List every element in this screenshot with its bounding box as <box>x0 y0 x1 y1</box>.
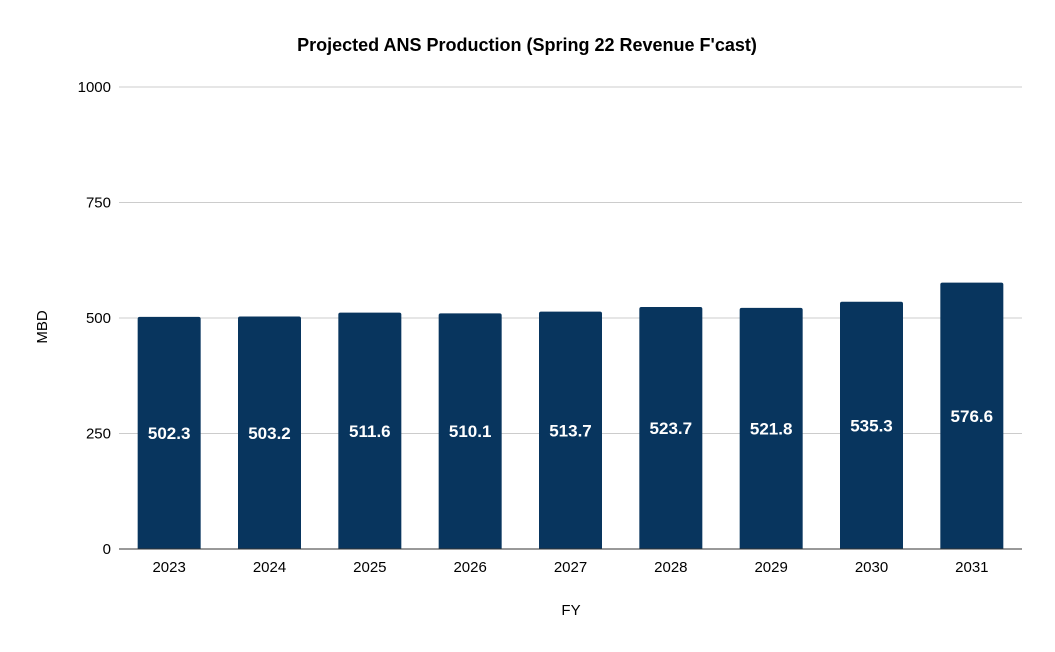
data-label-2029: 521.8 <box>750 419 793 438</box>
y-tick-label: 500 <box>86 310 111 327</box>
x-tick-label: 2031 <box>955 559 988 576</box>
bar-2030 <box>840 301 903 549</box>
y-tick-label: 1000 <box>78 79 111 96</box>
bar-2031 <box>940 282 1004 549</box>
bars <box>137 282 1004 549</box>
data-label-2027: 513.7 <box>549 421 592 440</box>
bar-2026 <box>438 313 502 549</box>
x-tick-label: 2026 <box>453 559 486 576</box>
x-tick-label: 2030 <box>855 559 888 576</box>
bar-2029 <box>739 307 803 549</box>
y-tick-label: 750 <box>86 195 111 212</box>
bar-2027 <box>539 311 602 549</box>
x-axis-title: FY <box>561 602 580 619</box>
data-label-2023: 502.3 <box>148 424 191 443</box>
chart-title: Projected ANS Production (Spring 22 Reve… <box>297 35 757 55</box>
data-label-2028: 523.7 <box>650 419 693 438</box>
data-label-2024: 503.2 <box>248 424 291 443</box>
x-tick-label: 2028 <box>654 559 687 576</box>
bar-2025 <box>338 312 402 549</box>
y-tick-label: 0 <box>103 541 111 558</box>
x-tick-label: 2023 <box>152 559 185 576</box>
x-tick-label: 2029 <box>754 559 787 576</box>
x-tick-label: 2024 <box>253 559 286 576</box>
data-label-2030: 535.3 <box>850 416 893 435</box>
x-axis-ticks: 2023 2024 2025 2026 2027 2028 2029 2030 2031 <box>152 559 988 576</box>
data-label-2031: 576.6 <box>951 407 994 426</box>
bar-2024 <box>238 316 301 549</box>
data-label-2025: 511.6 <box>349 422 391 441</box>
bar-2028 <box>639 307 703 549</box>
data-label-2026: 510.1 <box>449 422 492 441</box>
bar-2023 <box>137 316 201 549</box>
x-tick-label: 2027 <box>554 559 587 576</box>
y-axis-title: MBD <box>34 310 51 344</box>
y-axis-ticks: 0 250 500 750 1000 <box>78 79 111 558</box>
x-tick-label: 2025 <box>353 559 386 576</box>
y-tick-label: 250 <box>86 426 111 443</box>
data-labels: 502.3 503.2 511.6 510.1 513.7 523.7 521.8 535.3… <box>148 407 993 443</box>
